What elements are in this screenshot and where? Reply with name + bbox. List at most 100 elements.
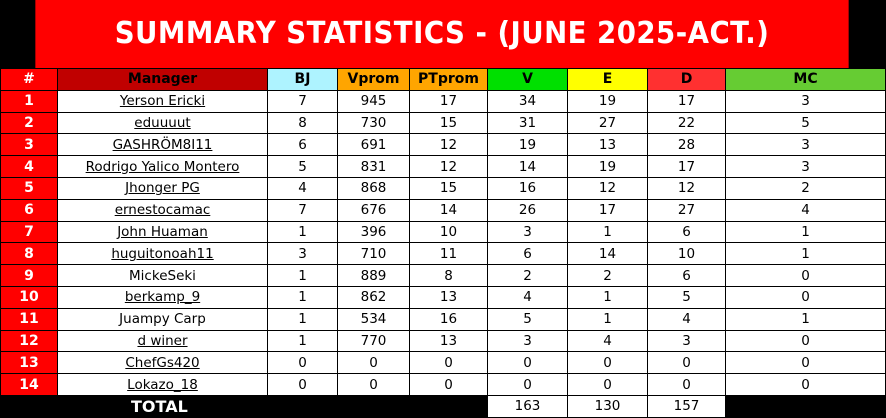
d-cell: 17 bbox=[647, 89, 726, 113]
manager-name-link[interactable]: GASHRÖM8I11 bbox=[112, 136, 213, 153]
manager-cell: d winer bbox=[57, 329, 268, 353]
table-row: 12 d winer 1 770 13 3 4 3 0 bbox=[0, 329, 886, 353]
bj-cell: 7 bbox=[267, 198, 338, 222]
manager-name-link[interactable]: ChefGs420 bbox=[125, 354, 200, 371]
e-cell: 1 bbox=[567, 307, 648, 331]
header-d: D bbox=[647, 68, 726, 91]
header-e: E bbox=[567, 68, 648, 91]
header-bj: BJ bbox=[267, 68, 338, 91]
manager-cell: berkamp_9 bbox=[57, 285, 268, 309]
ptprom-cell: 14 bbox=[409, 198, 488, 222]
table-row: 6 ernestocamac 7 676 14 26 17 27 4 bbox=[0, 198, 886, 222]
manager-cell: GASHRÖM8I11 bbox=[57, 133, 268, 157]
statistics-table: # Manager BJ Vprom PTprom V E D MC 1 Yers… bbox=[0, 68, 886, 418]
manager-name-link[interactable]: Rodrigo Yalico Montero bbox=[85, 158, 240, 175]
ptprom-cell: 13 bbox=[409, 285, 488, 309]
ptprom-cell: 15 bbox=[409, 176, 488, 200]
manager-cell: Juampy Carp bbox=[57, 307, 268, 331]
total-v: 163 bbox=[487, 394, 568, 418]
manager-name-link[interactable]: eduuuut bbox=[134, 114, 191, 131]
header-row: # Manager BJ Vprom PTprom V E D MC bbox=[0, 68, 886, 91]
manager-name-link[interactable]: ernestocamac bbox=[114, 202, 211, 219]
manager-name-link[interactable]: Jhonger PG bbox=[125, 180, 200, 197]
table-body: 1 Yerson Ericki 7 945 17 34 19 17 3 2 eduuuut 8 730 1… bbox=[0, 89, 886, 396]
e-cell: 1 bbox=[567, 220, 648, 244]
rank-cell: 8 bbox=[0, 242, 58, 266]
manager-name-link[interactable]: Yerson Ericki bbox=[119, 93, 206, 110]
bj-cell: 0 bbox=[267, 351, 338, 375]
header-mc: MC bbox=[725, 68, 886, 91]
d-cell: 27 bbox=[647, 198, 726, 222]
mc-cell: 3 bbox=[725, 89, 886, 113]
manager-cell: huguitonoah11 bbox=[57, 242, 268, 266]
manager-cell: Jhonger PG bbox=[57, 176, 268, 200]
d-cell: 6 bbox=[647, 220, 726, 244]
table-row: 7 John Huaman 1 396 10 3 1 6 1 bbox=[0, 220, 886, 244]
ptprom-cell: 15 bbox=[409, 111, 488, 135]
total-label: TOTAL bbox=[0, 394, 488, 418]
total-d: 157 bbox=[647, 394, 726, 418]
vprom-cell: 730 bbox=[337, 111, 410, 135]
vprom-cell: 691 bbox=[337, 133, 410, 157]
d-cell: 0 bbox=[647, 351, 726, 375]
v-cell: 16 bbox=[487, 176, 568, 200]
mc-cell: 3 bbox=[725, 155, 886, 178]
e-cell: 0 bbox=[567, 373, 648, 396]
vprom-cell: 770 bbox=[337, 329, 410, 353]
vprom-cell: 831 bbox=[337, 155, 410, 178]
bj-cell: 4 bbox=[267, 176, 338, 200]
ptprom-cell: 11 bbox=[409, 242, 488, 266]
bj-cell: 7 bbox=[267, 89, 338, 113]
e-cell: 12 bbox=[567, 176, 648, 200]
rank-cell: 13 bbox=[0, 351, 58, 375]
rank-cell: 9 bbox=[0, 264, 58, 287]
vprom-cell: 396 bbox=[337, 220, 410, 244]
v-cell: 0 bbox=[487, 373, 568, 396]
d-cell: 6 bbox=[647, 264, 726, 287]
d-cell: 3 bbox=[647, 329, 726, 353]
ptprom-cell: 0 bbox=[409, 351, 488, 375]
table-row: 13 ChefGs420 0 0 0 0 0 0 0 bbox=[0, 351, 886, 375]
vprom-cell: 889 bbox=[337, 264, 410, 287]
bj-cell: 3 bbox=[267, 242, 338, 266]
e-cell: 27 bbox=[567, 111, 648, 135]
total-mc-empty bbox=[725, 394, 886, 418]
rank-cell: 2 bbox=[0, 111, 58, 135]
rank-cell: 7 bbox=[0, 220, 58, 244]
mc-cell: 0 bbox=[725, 285, 886, 309]
manager-name-link[interactable]: berkamp_9 bbox=[124, 289, 201, 306]
mc-cell: 3 bbox=[725, 133, 886, 157]
d-cell: 0 bbox=[647, 373, 726, 396]
table-row: 11 Juampy Carp 1 534 16 5 1 4 1 bbox=[0, 307, 886, 331]
mc-cell: 5 bbox=[725, 111, 886, 135]
manager-name-link[interactable]: Lokazo_18 bbox=[127, 376, 198, 393]
e-cell: 0 bbox=[567, 351, 648, 375]
rank-cell: 12 bbox=[0, 329, 58, 353]
vprom-cell: 676 bbox=[337, 198, 410, 222]
table-row: 5 Jhonger PG 4 868 15 16 12 12 2 bbox=[0, 176, 886, 200]
mc-cell: 2 bbox=[725, 176, 886, 200]
rank-cell: 14 bbox=[0, 373, 58, 396]
v-cell: 31 bbox=[487, 111, 568, 135]
table-row: 3 GASHRÖM8I11 6 691 12 19 13 28 3 bbox=[0, 133, 886, 157]
manager-name-link[interactable]: huguitonoah11 bbox=[111, 245, 214, 262]
bj-cell: 6 bbox=[267, 133, 338, 157]
v-cell: 19 bbox=[487, 133, 568, 157]
table-row: 14 Lokazo_18 0 0 0 0 0 0 0 bbox=[0, 373, 886, 396]
manager-cell: Yerson Ericki bbox=[57, 89, 268, 113]
ptprom-cell: 8 bbox=[409, 264, 488, 287]
manager-name-link[interactable]: d winer bbox=[137, 332, 188, 349]
ptprom-cell: 13 bbox=[409, 329, 488, 353]
total-row: TOTAL 163 130 157 bbox=[0, 394, 886, 418]
ptprom-cell: 0 bbox=[409, 373, 488, 396]
bj-cell: 8 bbox=[267, 111, 338, 135]
rank-cell: 3 bbox=[0, 133, 58, 157]
rank-cell: 5 bbox=[0, 176, 58, 200]
v-cell: 5 bbox=[487, 307, 568, 331]
e-cell: 19 bbox=[567, 89, 648, 113]
manager-cell: eduuuut bbox=[57, 111, 268, 135]
manager-name-link[interactable]: MickeSeki bbox=[129, 267, 196, 284]
manager-name-link[interactable]: Juampy Carp bbox=[119, 311, 206, 328]
d-cell: 10 bbox=[647, 242, 726, 266]
manager-name-link[interactable]: John Huaman bbox=[117, 223, 208, 240]
